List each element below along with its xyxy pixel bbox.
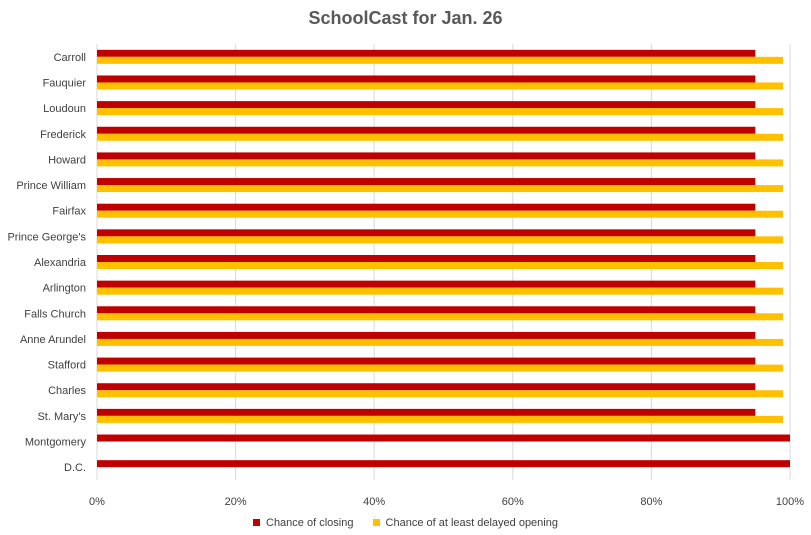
legend-label-closing: Chance of closing [266,517,354,529]
x-tick-label: 20% [225,496,247,508]
category-label: Alexandria [34,257,87,269]
bar-delayed-opening [97,82,784,90]
bar-closing [97,75,756,83]
category-label: Prince William [16,180,86,192]
legend: Chance of closing Chance of at least del… [0,517,811,529]
legend-swatch-delayed-opening [372,519,380,526]
bar-delayed-opening [97,108,784,116]
bar-delayed-opening [97,390,784,398]
legend-swatch-closing [253,519,260,526]
bars [97,49,790,468]
bar-delayed-opening [97,56,784,64]
bar-closing [97,126,756,134]
category-label: Fairfax [52,206,86,218]
bar-delayed-opening [97,210,784,218]
legend-item-closing: Chance of closing [253,517,353,529]
bar-delayed-opening [97,338,784,346]
bar-closing [97,101,756,109]
bar-closing [97,203,756,211]
chart-title: SchoolCast for Jan. 26 [308,8,503,28]
bar-delayed-opening [97,287,784,295]
legend-label-delayed-opening: Chance of at least delayed opening [385,517,558,529]
bar-closing [97,331,756,339]
bar-closing [97,460,790,468]
bar-delayed-opening [97,415,784,423]
bar-closing [97,434,790,442]
category-label: Prince George's [7,231,86,243]
category-labels: Carroll Fauquier Loudoun Frederick Howard Pri… [7,52,86,474]
bar-delayed-opening [97,262,784,269]
category-label: Falls Church [24,308,86,320]
x-tick-label: 100% [776,496,804,508]
bar-closing [97,152,756,160]
category-label: Loudoun [43,103,86,115]
category-label: Stafford [48,360,86,372]
bar-closing [97,408,756,416]
x-axis-tick-labels: 0% 20% 40% 60% 80% 100% [89,496,804,508]
bar-delayed-opening [97,236,784,244]
bar-closing [97,383,756,391]
x-tick-label: 80% [640,496,662,508]
category-label: Arlington [43,283,86,295]
category-label: St. Mary's [37,411,86,423]
bar-closing [97,357,756,365]
x-tick-label: 0% [89,496,105,508]
category-label: Charles [48,385,86,397]
category-label: Montgomery [25,437,87,449]
bar-delayed-opening [97,133,784,141]
bar-delayed-opening [97,159,784,167]
bar-delayed-opening [97,185,784,193]
x-tick-label: 40% [363,496,385,508]
x-tick-label: 60% [502,496,524,508]
bar-closing [97,178,756,186]
category-label: Frederick [40,129,86,141]
bar-delayed-opening [97,313,784,321]
category-label: Howard [48,154,86,166]
legend-item-delayed-opening: Chance of at least delayed opening [372,517,558,529]
bar-closing [97,229,756,237]
bar-closing [97,280,756,288]
bar-closing [97,49,756,57]
category-label: Anne Arundel [20,334,86,346]
bar-closing [97,255,756,262]
bar-delayed-opening [97,364,784,372]
bar-closing [97,306,756,314]
category-label: D.C. [64,462,86,474]
category-label: Fauquier [43,77,87,89]
category-label: Carroll [54,52,86,64]
